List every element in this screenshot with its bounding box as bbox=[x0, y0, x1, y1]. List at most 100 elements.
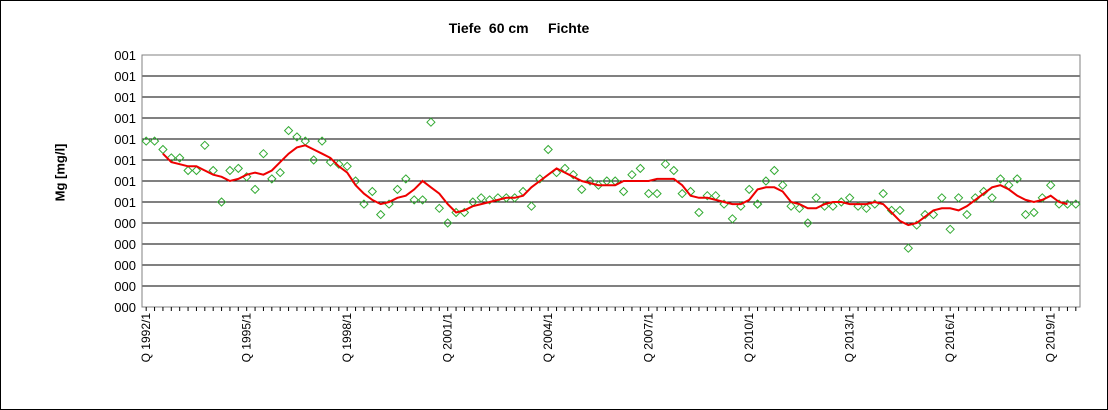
data-point bbox=[761, 176, 771, 186]
data-point bbox=[1012, 174, 1022, 184]
data-point bbox=[769, 165, 780, 176]
data-point bbox=[501, 193, 512, 203]
data-point bbox=[233, 163, 244, 174]
x-tick-label: Q 2004/1 bbox=[541, 313, 555, 363]
data-point bbox=[643, 188, 654, 199]
y-tick-label: 000 bbox=[114, 237, 136, 252]
data-point bbox=[903, 243, 914, 253]
data-point bbox=[1037, 193, 1048, 203]
data-point bbox=[493, 193, 503, 203]
data-point bbox=[752, 199, 763, 209]
data-point bbox=[250, 184, 260, 195]
plot-area bbox=[141, 54, 1081, 308]
y-tick-label: 001 bbox=[114, 153, 136, 168]
data-point bbox=[426, 117, 436, 127]
data-point bbox=[811, 193, 821, 203]
data-point bbox=[401, 174, 411, 184]
data-point bbox=[786, 201, 796, 211]
x-tick-label: Q 2019/1 bbox=[1044, 313, 1058, 363]
data-point bbox=[794, 203, 805, 214]
data-point bbox=[861, 203, 872, 214]
data-point bbox=[702, 190, 713, 201]
data-point bbox=[200, 140, 210, 151]
data-point bbox=[526, 201, 537, 211]
data-point bbox=[677, 188, 687, 199]
data-point bbox=[945, 224, 955, 235]
data-point bbox=[962, 209, 972, 220]
data-point bbox=[1020, 209, 1031, 220]
x-tick-label: Q 2013/1 bbox=[843, 313, 857, 363]
y-tick-label: 001 bbox=[114, 132, 136, 147]
x-tick-label: Q 2010/1 bbox=[742, 313, 756, 363]
data-point bbox=[149, 136, 160, 146]
data-point bbox=[476, 193, 486, 203]
data-point bbox=[694, 207, 704, 218]
data-point bbox=[995, 174, 1006, 184]
data-point bbox=[275, 167, 285, 178]
data-point bbox=[375, 209, 386, 220]
data-point bbox=[367, 186, 378, 197]
data-point bbox=[225, 165, 235, 176]
data-point bbox=[543, 144, 553, 155]
data-point bbox=[669, 165, 679, 176]
data-point bbox=[283, 125, 294, 136]
data-point bbox=[191, 165, 202, 176]
data-point bbox=[300, 136, 311, 146]
data-point bbox=[652, 188, 662, 199]
data-point bbox=[216, 197, 227, 207]
data-point bbox=[752, 199, 763, 209]
data-point bbox=[627, 169, 637, 180]
data-point bbox=[568, 169, 579, 180]
data-point bbox=[987, 193, 997, 203]
data-point bbox=[937, 193, 947, 203]
x-tick-label: Q 2001/1 bbox=[441, 313, 455, 363]
data-point bbox=[660, 159, 671, 169]
data-point bbox=[1029, 207, 1039, 218]
data-point bbox=[158, 144, 168, 155]
x-tick-label: Q 1995/1 bbox=[240, 313, 254, 363]
y-tick-label: 000 bbox=[114, 258, 136, 273]
data-point bbox=[317, 136, 327, 146]
data-point bbox=[1045, 180, 1056, 190]
x-tick-label: Q 2007/1 bbox=[642, 313, 656, 363]
data-point bbox=[342, 161, 352, 172]
data-point bbox=[895, 205, 905, 216]
data-point bbox=[635, 163, 646, 174]
data-point bbox=[417, 195, 428, 205]
x-tick-label: Q 1998/1 bbox=[340, 313, 354, 363]
y-tick-label: 000 bbox=[114, 279, 136, 294]
data-point bbox=[535, 174, 545, 184]
data-point bbox=[292, 132, 302, 142]
data-point bbox=[920, 209, 930, 220]
data-point bbox=[442, 218, 453, 228]
data-point bbox=[953, 193, 964, 203]
y-tick-label: 001 bbox=[114, 195, 136, 210]
x-tick-label: Q 2016/1 bbox=[943, 313, 957, 363]
data-point bbox=[174, 153, 185, 163]
data-point bbox=[878, 188, 888, 199]
y-tick-label: 001 bbox=[114, 48, 136, 63]
y-tick-label: 001 bbox=[114, 90, 136, 105]
data-point bbox=[803, 218, 813, 228]
data-point bbox=[308, 155, 319, 165]
data-point bbox=[727, 214, 738, 224]
data-point bbox=[359, 199, 369, 209]
data-point bbox=[978, 186, 989, 197]
smoothed-line bbox=[162, 144, 1068, 227]
data-point bbox=[409, 195, 419, 205]
data-point bbox=[484, 195, 495, 205]
data-point bbox=[836, 197, 847, 207]
data-point bbox=[585, 176, 595, 186]
data-point bbox=[618, 186, 629, 197]
data-point bbox=[141, 136, 151, 146]
data-point bbox=[1071, 199, 1081, 209]
data-point bbox=[777, 180, 788, 190]
y-tick-label: 001 bbox=[114, 69, 136, 84]
chart-title: Tiefe 60 cm Fichte bbox=[448, 20, 590, 36]
x-tick-label: Q 1992/1 bbox=[139, 313, 153, 363]
data-point bbox=[258, 148, 269, 159]
y-tick-label: 000 bbox=[114, 216, 136, 231]
data-point bbox=[970, 193, 981, 203]
